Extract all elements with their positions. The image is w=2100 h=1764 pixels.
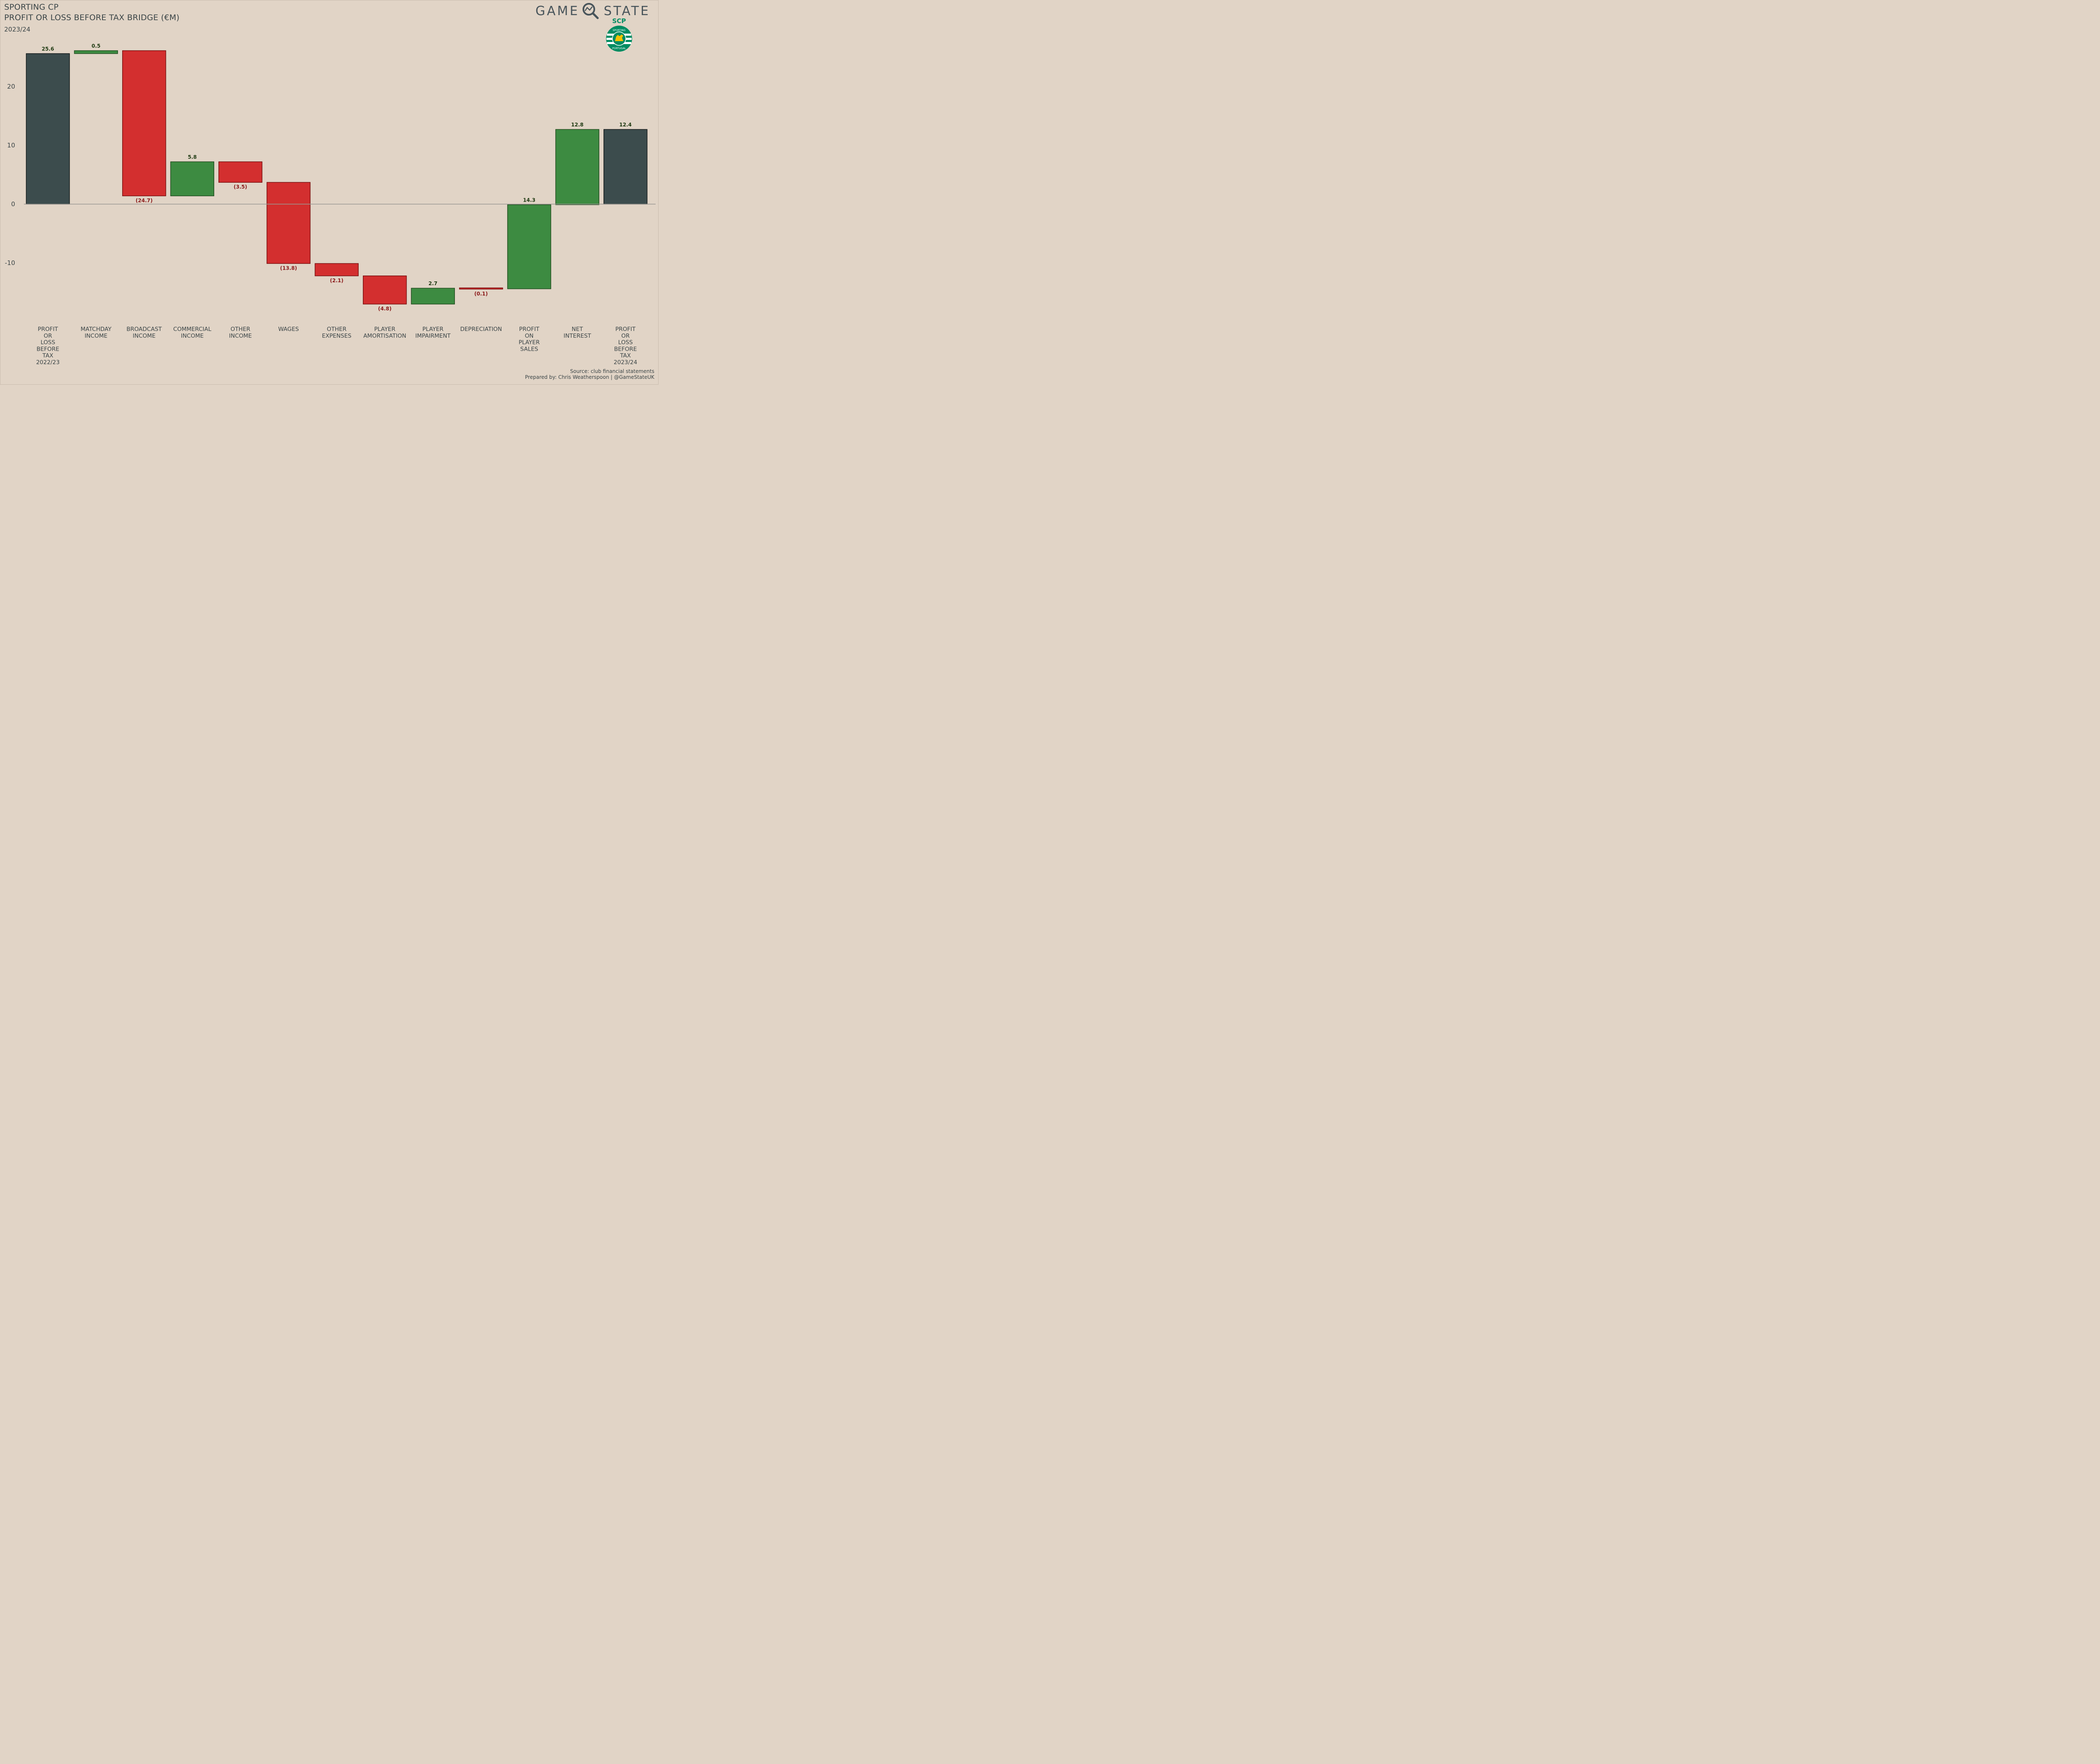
increase-bar bbox=[170, 161, 215, 197]
data-label: (0.1) bbox=[474, 291, 488, 297]
x-tick-label: PROFIT bbox=[519, 326, 540, 333]
data-label: (24.7) bbox=[136, 197, 153, 203]
magnifier-icon bbox=[583, 3, 599, 19]
brand-word-state: STATE bbox=[604, 3, 650, 18]
chart-subtitle-season: 2023/24 bbox=[4, 26, 31, 33]
data-label: (4.8) bbox=[378, 306, 391, 312]
x-tick-label: BROADCAST bbox=[126, 326, 162, 333]
sporting-crest-icon: SCP SPORTING PORTUGAL bbox=[606, 17, 632, 52]
x-tick-label: DEPRECIATION bbox=[460, 326, 502, 333]
crest-text-scp: SCP bbox=[612, 17, 626, 25]
x-tick-label: LOSS bbox=[618, 339, 633, 346]
total-bar bbox=[26, 53, 70, 205]
x-tick-label: PLAYER bbox=[374, 326, 395, 333]
x-tick-label: PLAYER bbox=[519, 339, 540, 346]
x-tick-label: INCOME bbox=[181, 333, 204, 339]
x-tick-label: OR bbox=[44, 333, 52, 339]
x-tick-label: 2022/23 bbox=[36, 359, 60, 366]
y-tick-label: 20 bbox=[7, 83, 15, 90]
x-tick-label: OTHER bbox=[327, 326, 346, 333]
x-tick-label: WAGES bbox=[278, 326, 299, 333]
decrease-bar bbox=[459, 287, 503, 290]
decrease-bar bbox=[218, 161, 262, 183]
y-tick-label: 0 bbox=[11, 200, 15, 208]
x-tick-label: INCOME bbox=[229, 333, 252, 339]
x-tick-label: PROFIT bbox=[38, 326, 58, 333]
decrease-bar bbox=[315, 263, 359, 276]
crest-ring-bottom: PORTUGAL bbox=[612, 47, 626, 50]
x-tick-label: SALES bbox=[520, 346, 538, 352]
y-axis: 20 10 0 -10 bbox=[5, 83, 16, 267]
x-tick-label: LOSS bbox=[41, 339, 55, 346]
y-tick-label: 10 bbox=[7, 142, 15, 149]
data-label: 2.7 bbox=[428, 281, 437, 286]
increase-bar bbox=[555, 129, 599, 205]
value-labels-layer: 25.6 0.5 (24.7) 5.8 (3.5) (13.8) (2.1) (4.8) 2.7… bbox=[42, 43, 632, 312]
data-label: (2.1) bbox=[330, 278, 343, 284]
total-bar bbox=[603, 129, 648, 205]
decrease-bar bbox=[122, 50, 166, 197]
waterfall-chart: 20 10 0 -10 25.6 0.5 (24.7) 5.8 (3.5) (13.8) (2.1… bbox=[5, 43, 656, 366]
x-tick-label: EXPENSES bbox=[322, 333, 351, 339]
x-tick-label: IMPAIRMENT bbox=[415, 333, 451, 339]
y-tick-label: -10 bbox=[5, 259, 16, 267]
x-tick-label: PLAYER bbox=[423, 326, 444, 333]
chart-frame bbox=[0, 0, 659, 385]
data-label: 12.4 bbox=[619, 122, 632, 128]
data-label: 0.5 bbox=[92, 43, 100, 49]
x-tick-label: 2023/24 bbox=[614, 359, 637, 366]
brand-word-game: GAME bbox=[535, 3, 580, 18]
increase-bar bbox=[74, 50, 118, 54]
data-label: (3.5) bbox=[234, 184, 247, 190]
data-label: 25.6 bbox=[42, 46, 54, 52]
decrease-bar bbox=[362, 276, 407, 304]
data-label: (13.8) bbox=[280, 265, 297, 271]
x-tick-label: PROFIT bbox=[615, 326, 636, 333]
x-tick-label: BEFORE bbox=[37, 346, 59, 352]
x-tick-label: TAX bbox=[620, 352, 631, 359]
data-label: 14.3 bbox=[523, 197, 536, 203]
x-tick-label: COMMERCIAL bbox=[173, 326, 211, 333]
increase-bar bbox=[507, 204, 551, 289]
crest-ring-top: SPORTING bbox=[613, 29, 626, 32]
x-tick-label: INCOME bbox=[133, 333, 155, 339]
x-tick-label: OR bbox=[621, 333, 630, 339]
x-axis: PROFITORLOSSBEFORETAX2022/23MATCHDAYINCO… bbox=[36, 326, 637, 366]
source-note: Source: club financial statements bbox=[570, 368, 654, 374]
bars-layer bbox=[26, 50, 648, 304]
chart-title-club: SPORTING CP bbox=[4, 3, 59, 12]
x-tick-label: NET bbox=[572, 326, 583, 333]
data-label: 12.8 bbox=[571, 122, 584, 128]
x-tick-label: INTEREST bbox=[564, 333, 591, 339]
x-tick-label: OTHER bbox=[231, 326, 250, 333]
x-tick-label: INCOME bbox=[84, 333, 107, 339]
data-label: 5.8 bbox=[188, 154, 197, 160]
chart-title: PROFIT OR LOSS BEFORE TAX BRIDGE (€M) bbox=[4, 13, 180, 22]
x-tick-label: ON bbox=[525, 333, 534, 339]
x-tick-label: BEFORE bbox=[614, 346, 637, 352]
decrease-bar bbox=[266, 182, 311, 264]
x-tick-label: TAX bbox=[42, 352, 53, 359]
game-state-logo: GAME STATE bbox=[536, 3, 650, 19]
increase-bar bbox=[411, 288, 455, 304]
x-tick-label: AMORTISATION bbox=[363, 333, 406, 339]
x-tick-label: MATCHDAY bbox=[81, 326, 112, 333]
credit-note: Prepared by: Chris Weatherspoon | @GameS… bbox=[525, 374, 654, 380]
